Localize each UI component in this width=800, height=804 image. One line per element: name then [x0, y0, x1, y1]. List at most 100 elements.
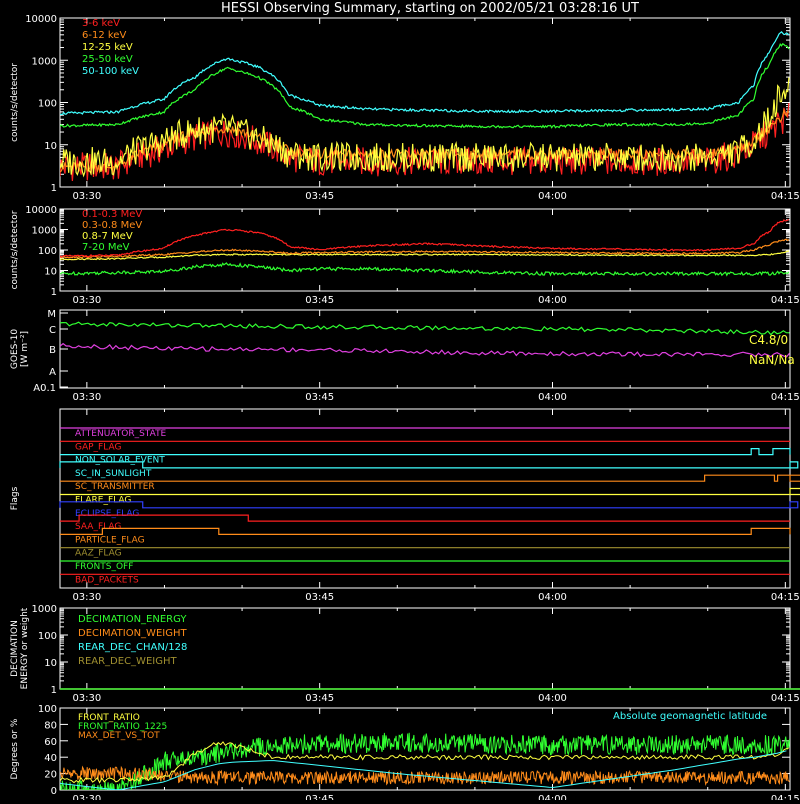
- panel-frame: [59, 408, 791, 589]
- panel-ratio: 03:3003:4504:0004:1504:3004:4505:0002040…: [10, 704, 800, 804]
- series-group: [60, 732, 790, 790]
- flag-trace: [60, 514, 790, 522]
- legend-entry: 12-25 keV: [82, 42, 133, 53]
- time-tick-label: 03:45: [305, 191, 334, 202]
- y-tick-label: B: [49, 345, 56, 356]
- legend-entry: DECIMATION_WEIGHT: [78, 628, 187, 639]
- legend-entry: 7-20 MeV: [82, 242, 130, 253]
- panel-frame: [59, 309, 791, 389]
- time-tick-label: 03:30: [72, 392, 101, 403]
- goes-long-line: [60, 321, 790, 336]
- flag-label: SC_IN_SUNLIGHT: [75, 469, 152, 479]
- flag-label: SC_TRANSMITTER: [75, 482, 155, 492]
- legend-entry: 0.3-0.8 MeV: [82, 220, 142, 231]
- panel-rear-rates: 03:3003:4504:0004:1504:3004:4505:0011010…: [10, 205, 800, 306]
- flag-label: AAZ_FLAG: [75, 549, 122, 559]
- series-group: [60, 30, 790, 182]
- y-tick-label: 40: [44, 753, 57, 764]
- panel-decimation: 03:3003:4504:0004:1504:3004:4505:0011010…: [10, 604, 800, 704]
- time-tick-label: 04:15: [771, 392, 800, 403]
- flag-label: BAD_PACKETS: [75, 575, 139, 585]
- panel-front-rates: 03:3003:4504:0004:1504:3004:4505:0011010…: [10, 14, 800, 202]
- y-tick-label: 10: [44, 267, 57, 278]
- y-tick-label: 10: [44, 658, 57, 669]
- flag-label: ECLIPSE_FLAG: [75, 509, 139, 519]
- y-tick-label: 1000: [32, 226, 57, 237]
- legend-entry: 0.1-0.3 MeV: [82, 209, 142, 220]
- legend-entry: REAR_DEC_CHAN/128: [78, 642, 187, 653]
- y-tick-label: 0: [51, 786, 57, 797]
- panel-frame: [59, 707, 791, 791]
- y-tick-label: 20: [44, 770, 57, 781]
- ratio-line-2: [60, 765, 790, 786]
- series-line-2: [60, 250, 790, 261]
- time-tick-label: 04:15: [771, 794, 800, 800]
- flag-trace: [59, 501, 799, 509]
- time-tick-label: 04:00: [538, 191, 567, 202]
- geomag-annotation: Absolute geomagnetic latitude: [613, 711, 767, 722]
- flag-label: GAP_FLAG: [75, 442, 121, 452]
- time-tick-label: 04:15: [771, 693, 800, 704]
- y-tick-label: 10000: [25, 205, 57, 216]
- y-axis-label: Flags: [10, 486, 20, 510]
- series-line-0: [60, 218, 790, 258]
- y-axis-label: counts/s/detector: [10, 210, 20, 289]
- time-tick-label: 04:00: [538, 693, 567, 704]
- time-tick-label: 04:15: [771, 295, 800, 306]
- goes-annotation-2: NaN/Na: [749, 353, 795, 367]
- goes-short-line: [60, 342, 790, 358]
- y-tick-label: 1000: [32, 56, 57, 67]
- y-axis-label: GOES-10: [10, 329, 20, 369]
- time-tick-label: 03:30: [72, 794, 101, 800]
- y-tick-label: 10000: [25, 14, 57, 25]
- time-tick-label: 03:30: [72, 295, 101, 306]
- y-tick-label: 100: [38, 99, 57, 110]
- time-tick-label: 03:30: [72, 592, 101, 603]
- goes-annotation-1: C4.8/0: [749, 333, 788, 347]
- flag-trace: [60, 527, 791, 535]
- time-tick-label: 03:45: [305, 592, 334, 603]
- ratio-line-0: [60, 741, 789, 784]
- time-tick-label: 04:00: [538, 592, 567, 603]
- y-tick-label: 100: [38, 704, 57, 715]
- flag-trace: [60, 448, 791, 456]
- y-tick-label: 1: [51, 183, 57, 194]
- time-tick-label: 04:00: [538, 392, 567, 403]
- legend-entry: DECIMATION_ENERGY: [78, 614, 187, 625]
- flag-label: FLARE_FLAG: [75, 496, 131, 506]
- legend-entry: 3-6 keV: [82, 18, 120, 29]
- y-tick-label: 100: [38, 631, 57, 642]
- legend-entry: 50-100 keV: [82, 66, 139, 77]
- time-tick-label: 03:45: [305, 794, 334, 800]
- panel-frame: [59, 17, 791, 188]
- ratio-line-3: [60, 750, 787, 790]
- y-tick-label: A: [49, 367, 56, 378]
- flag-label: SAA_FLAG: [75, 522, 121, 532]
- y-axis-label-2: ENERGY or weight: [20, 607, 30, 689]
- y-tick-label: 10: [44, 141, 57, 152]
- panel-goes: 03:3003:4504:0004:1504:3004:4505:00A0.1A…: [10, 309, 800, 403]
- y-tick-label: 1: [51, 287, 57, 298]
- flag-label: FRONTS_OFF: [75, 562, 133, 572]
- decimation-line-0: [60, 688, 800, 690]
- legend-entry: 6-12 keV: [82, 30, 126, 41]
- series-line-4: [60, 30, 790, 116]
- y-tick-label: 60: [44, 737, 57, 748]
- series-line-1: [60, 238, 790, 259]
- time-tick-label: 04:00: [538, 295, 567, 306]
- y-axis-label: DECIMATION: [10, 620, 20, 677]
- ratio-line-1: [60, 732, 790, 790]
- time-tick-label: 03:45: [305, 295, 334, 306]
- legend-entry: 25-50 keV: [82, 54, 133, 65]
- flag-label: NON_SOLAR_EVENT: [75, 456, 165, 466]
- flag-trace: [60, 474, 800, 482]
- y-tick-label: 80: [44, 720, 57, 731]
- y-axis-label: Degrees or %: [10, 718, 20, 779]
- y-tick-label: 100: [38, 246, 57, 257]
- flag-label: PARTICLE_FLAG: [75, 535, 145, 545]
- flag-trace: [60, 487, 800, 496]
- y-tick-label: 1: [51, 685, 57, 696]
- legend-entry: REAR_DEC_WEIGHT: [78, 656, 177, 667]
- y-tick-label: A0.1: [33, 383, 56, 394]
